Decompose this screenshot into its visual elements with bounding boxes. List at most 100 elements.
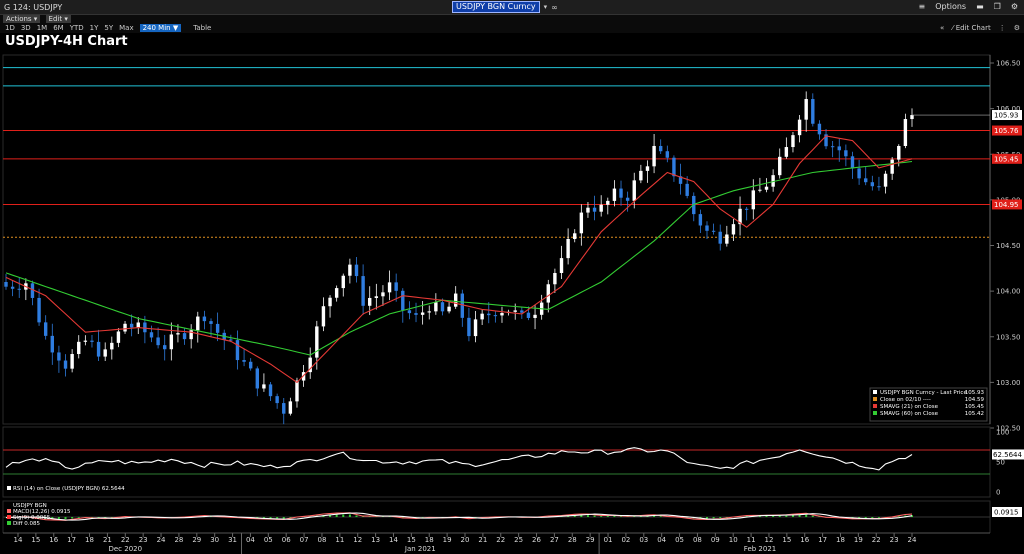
- candle-body: [453, 293, 458, 307]
- menu-icon[interactable]: ≡: [918, 2, 926, 11]
- candle-body: [864, 178, 868, 183]
- candle-body: [401, 290, 405, 311]
- period-1y[interactable]: 1Y: [89, 24, 99, 32]
- candle-body: [890, 159, 894, 174]
- x-date-label: 07: [300, 536, 309, 544]
- x-date-label: 29: [192, 536, 201, 544]
- candle-body: [897, 146, 901, 160]
- link-icon[interactable]: ∞: [551, 2, 558, 12]
- edit-chart-button[interactable]: ⁄ Edit Chart: [952, 24, 990, 32]
- x-date-label: 28: [174, 536, 183, 544]
- restore-icon[interactable]: ❐: [993, 2, 1001, 11]
- candle-body: [877, 186, 881, 188]
- macd-signal-line: [5, 512, 913, 521]
- period-1m[interactable]: 1M: [36, 24, 48, 32]
- candle-body: [718, 231, 722, 244]
- candle-body: [493, 315, 498, 317]
- edit-chart-label: Edit Chart: [955, 24, 991, 32]
- candle-body: [17, 288, 21, 290]
- candle-body: [63, 360, 68, 369]
- x-date-label: 04: [657, 536, 666, 544]
- candle-body: [136, 322, 140, 328]
- x-date-label: 29: [586, 536, 595, 544]
- candle-body: [659, 145, 663, 152]
- x-month-label: Feb 2021: [744, 545, 776, 553]
- candle-body: [169, 334, 174, 350]
- ticker-field[interactable]: USDJPY BGN Curncy: [452, 1, 540, 13]
- legend-value: 105.93: [965, 390, 985, 396]
- legend-label: USDJPY BGN Curncy - Last Price: [880, 390, 967, 396]
- x-date-label: 05: [264, 536, 273, 544]
- edit-menu[interactable]: Edit ▾: [45, 15, 71, 23]
- period-3d[interactable]: 3D: [20, 24, 31, 32]
- candle-body: [275, 396, 279, 404]
- dropdown-icon[interactable]: ▾: [543, 3, 548, 11]
- actions-menu[interactable]: Actions ▾: [3, 15, 41, 23]
- candle-body: [420, 312, 425, 315]
- candle-body: [321, 306, 326, 327]
- x-date-label: 18: [85, 536, 94, 544]
- x-date-label: 11: [335, 536, 344, 544]
- macd-legend-swatch: [7, 509, 11, 513]
- candle-body: [295, 380, 299, 402]
- candle-body: [487, 313, 491, 316]
- minimize-icon[interactable]: ▬: [976, 2, 984, 11]
- table-button[interactable]: Table: [193, 24, 212, 32]
- period-ytd[interactable]: YTD: [69, 24, 84, 32]
- x-date-label: 15: [407, 536, 416, 544]
- x-date-label: 19: [854, 536, 863, 544]
- legend-label: Close on 02/10 ----: [880, 397, 931, 403]
- candle-body: [738, 208, 742, 225]
- candle-body: [632, 180, 636, 201]
- candle-body: [731, 224, 736, 235]
- interval-select[interactable]: 240 Min ▼: [139, 24, 182, 32]
- candle-body: [546, 284, 550, 303]
- legend-value: 105.45: [965, 404, 985, 410]
- candle-body: [778, 156, 782, 176]
- candle-body: [229, 339, 233, 341]
- period-5y[interactable]: 5Y: [104, 24, 114, 32]
- options-button[interactable]: Options: [935, 2, 967, 11]
- candle-body: [764, 186, 769, 190]
- candle-body: [883, 173, 888, 187]
- candle-body: [202, 316, 207, 322]
- candle-body: [427, 311, 431, 313]
- period-6m[interactable]: 6M: [53, 24, 64, 32]
- period-1d[interactable]: 1D: [5, 24, 15, 32]
- period-max[interactable]: Max: [119, 24, 134, 32]
- candle-body: [844, 150, 848, 157]
- rsi-axis-label: 100: [996, 429, 1009, 437]
- x-month-label: Jan 2021: [404, 545, 436, 553]
- candle-body: [90, 340, 94, 342]
- chart-settings-icon[interactable]: ⚙: [1013, 24, 1020, 32]
- x-axis-bg: [0, 533, 1024, 554]
- candle-body: [196, 316, 200, 331]
- candle-body: [96, 341, 101, 357]
- candle-body: [374, 296, 379, 298]
- price-axis-label: 103.50: [996, 333, 1021, 341]
- x-date-label: 13: [371, 536, 380, 544]
- candle-body: [751, 190, 755, 210]
- x-date-label: 08: [317, 536, 326, 544]
- candle-body: [440, 302, 445, 312]
- macd-value-label: 0.0915: [994, 509, 1019, 517]
- x-date-label: 12: [764, 536, 773, 544]
- period-bar: 1D 3D 1M 6M YTD 1Y 5Y Max 240 Min ▼ Tabl…: [0, 24, 1024, 33]
- candle-body: [57, 352, 61, 361]
- collapse-icon[interactable]: «: [939, 24, 945, 32]
- candle-body: [235, 340, 240, 361]
- more-icon[interactable]: ⋮: [998, 24, 1006, 32]
- candle-body: [480, 313, 484, 320]
- x-date-label: 21: [478, 536, 487, 544]
- candle-body: [705, 225, 709, 231]
- candle-body: [394, 282, 398, 291]
- legend-swatch: [873, 404, 877, 408]
- sma21-line: [5, 135, 913, 384]
- rsi-line: [5, 447, 913, 471]
- settings-icon[interactable]: ⚙: [1010, 2, 1018, 11]
- price-frame: [2, 54, 991, 425]
- candle-body: [354, 264, 359, 277]
- candle-body: [473, 319, 478, 337]
- macd-legend-swatch: [7, 521, 11, 525]
